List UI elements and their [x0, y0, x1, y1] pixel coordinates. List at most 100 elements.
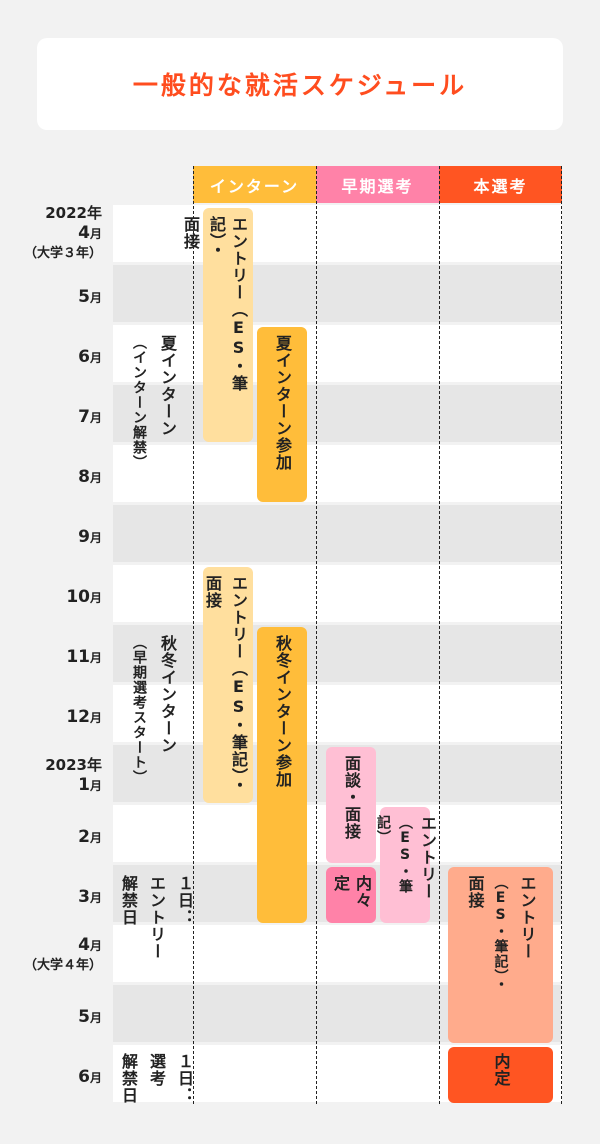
month-label-2022-04: 2022年 4月 （大学３年）: [24, 203, 102, 264]
month-label-2022-09: 9月: [78, 527, 102, 548]
header-main-selection: 本選考: [439, 166, 562, 203]
month-unit: 月: [89, 411, 102, 425]
month-number: 6: [78, 347, 90, 367]
row-2022-12: [113, 685, 562, 742]
note-line: 解禁日: [119, 1053, 138, 1104]
note-sub: （インターン解禁）: [131, 335, 147, 470]
column-divider: [316, 166, 317, 1104]
note-line: 選考: [147, 1053, 166, 1087]
grade-label: （大学４年）: [23, 958, 102, 973]
month-unit: 月: [89, 779, 102, 793]
month-unit: 月: [89, 831, 102, 845]
year-label: 2022年: [45, 204, 102, 222]
bar-autumn-internship-participation: 秋冬インターン参加: [257, 627, 307, 923]
note-main: 秋冬インターン: [158, 635, 177, 754]
header-internship: インターン: [193, 166, 316, 203]
row-2022-10: [113, 565, 562, 622]
grade-label: （大学３年）: [23, 246, 102, 261]
bar-summer-entry-interview: エントリー（ES・筆記）・ 面接: [181, 208, 253, 442]
month-unit: 月: [89, 1071, 102, 1085]
month-number: 2: [78, 827, 90, 847]
month-number: 12: [66, 707, 90, 727]
note-autumn-internship: 秋冬インターン （早期選考スタート）: [128, 635, 178, 785]
column-divider: [561, 166, 562, 1104]
month-unit: 月: [89, 651, 102, 665]
note-entry-open-day: １日： エントリー 解禁日: [117, 875, 195, 960]
bar-summer-internship-participation: 夏インターン参加: [257, 327, 307, 502]
column-divider: [193, 166, 194, 1104]
month-unit: 月: [89, 291, 102, 305]
row-2022-07: [113, 385, 562, 442]
bar-text: 内定: [491, 1053, 511, 1087]
month-label-2023-02: 2月: [78, 827, 102, 848]
bar-text: エントリー: [418, 815, 437, 900]
month-number: 5: [78, 287, 90, 307]
month-number: 3: [78, 887, 90, 907]
row-2022-05: [113, 265, 562, 322]
month-number: 11: [66, 647, 90, 667]
month-label-2022-12: 12月: [66, 707, 102, 728]
month-label-2023-01: 2023年 1月: [45, 755, 102, 796]
month-number: 5: [78, 1007, 90, 1027]
bar-text: （ES・筆記）・: [492, 875, 509, 992]
bar-early-entry: エントリー （ES・筆記）: [375, 807, 437, 923]
month-number: 10: [66, 587, 90, 607]
year-label: 2023年: [45, 756, 102, 774]
month-number: 8: [78, 467, 90, 487]
column-divider: [439, 166, 440, 1104]
month-label-2022-07: 7月: [78, 407, 102, 428]
bar-text: 夏インターン参加: [273, 335, 292, 471]
note-sub: （早期選考スタート）: [131, 635, 147, 785]
month-label-2023-04: 4月 （大学４年）: [24, 935, 102, 976]
month-unit: 月: [89, 939, 102, 953]
bar-text: 内々定: [331, 875, 372, 909]
bar-text: （ES・筆記）: [375, 815, 413, 894]
month-label-2022-05: 5月: [78, 287, 102, 308]
month-label-2022-11: 11月: [66, 647, 102, 668]
month-unit: 月: [89, 711, 102, 725]
month-unit: 月: [89, 471, 102, 485]
page-title: 一般的な就活スケジュール: [132, 71, 468, 100]
month-label-2022-06: 6月: [78, 347, 102, 368]
header-label: 本選考: [473, 176, 528, 196]
month-label-2022-08: 8月: [78, 467, 102, 488]
month-label-2023-03: 3月: [78, 887, 102, 908]
month-unit: 月: [89, 891, 102, 905]
bar-early-informal-offer: 内々定: [326, 867, 376, 923]
title-card: 一般的な就活スケジュール: [37, 38, 563, 130]
header-label: 早期選考: [341, 176, 414, 196]
row-2022-09: [113, 505, 562, 562]
month-label-2022-10: 10月: [66, 587, 102, 608]
month-unit: 月: [89, 1011, 102, 1025]
month-number: 4: [78, 935, 90, 955]
month-number: 6: [78, 1067, 90, 1087]
note-line: エントリー: [147, 875, 166, 960]
month-label-2023-06: 6月: [78, 1067, 102, 1088]
month-unit: 月: [89, 531, 102, 545]
bar-text: 秋冬インターン参加: [273, 635, 292, 788]
note-summer-internship: 夏インターン （インターン解禁）: [128, 335, 178, 470]
month-number: 9: [78, 527, 90, 547]
bar-main-offer: 内定: [448, 1047, 553, 1103]
month-unit: 月: [89, 591, 102, 605]
header-label: インターン: [209, 176, 300, 196]
note-main: 夏インターン: [158, 335, 177, 437]
month-number: 7: [78, 407, 90, 427]
bar-text: エントリー（ES・筆記）・: [207, 216, 248, 392]
bar-early-interview: 面談・面接: [326, 747, 376, 863]
bar-text: 面接: [465, 875, 485, 909]
row-2022-11: [113, 625, 562, 682]
bar-text: 面接: [181, 216, 200, 250]
bar-text: エントリー: [517, 875, 537, 960]
bar-main-entry-interview: エントリー （ES・筆記）・ 面接: [448, 867, 553, 1043]
note-line: 解禁日: [119, 875, 138, 926]
note-line: １日：: [175, 1053, 194, 1104]
note-selection-open-day: １日： 選考 解禁日: [117, 1053, 195, 1104]
row-2022-06: [113, 325, 562, 382]
month-number: 1: [78, 775, 90, 795]
bar-autumn-entry-interview: エントリー（ES・筆記）・ 面接: [203, 567, 253, 803]
month-unit: 月: [89, 351, 102, 365]
month-label-2023-05: 5月: [78, 1007, 102, 1028]
row-2022-08: [113, 445, 562, 502]
month-number: 4: [78, 223, 90, 243]
